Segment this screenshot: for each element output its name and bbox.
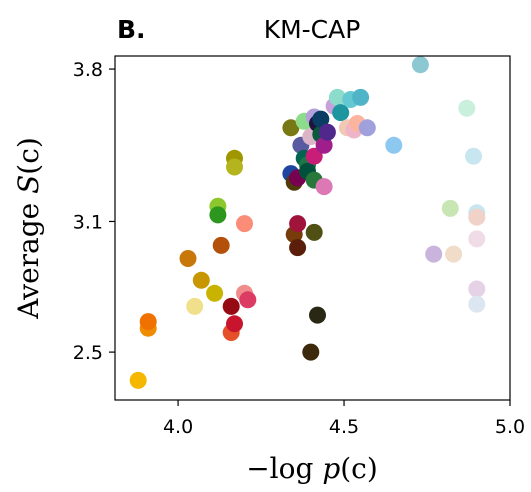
data-point-32 bbox=[305, 223, 323, 241]
panel-label: B. bbox=[117, 15, 146, 44]
data-point-3 bbox=[179, 250, 197, 267]
data-point-55 bbox=[441, 199, 459, 217]
data-point-52 bbox=[385, 136, 403, 154]
x-axis-label-suffix: (c) bbox=[340, 452, 378, 485]
data-point-8 bbox=[209, 206, 227, 224]
data-point-44 bbox=[328, 88, 346, 106]
data-point-51 bbox=[358, 119, 376, 137]
x-axis-ticks: 4.0 4.5 5.0 bbox=[163, 400, 525, 438]
data-point-37 bbox=[309, 306, 326, 324]
x-axis-label-prefix: −log bbox=[246, 452, 322, 485]
data-point-18 bbox=[282, 119, 300, 137]
data-point-4 bbox=[186, 297, 204, 315]
data-point-6 bbox=[206, 284, 224, 302]
data-point-61 bbox=[468, 230, 486, 248]
data-point-15 bbox=[236, 215, 253, 233]
x-axis-label: −log p(c) bbox=[246, 452, 378, 485]
data-point-31 bbox=[302, 343, 320, 361]
y-axis-label-prefix: Average bbox=[12, 194, 45, 320]
data-point-45 bbox=[332, 104, 350, 122]
data-point-56 bbox=[445, 245, 463, 263]
data-point-22 bbox=[289, 215, 307, 233]
data-point-40 bbox=[315, 178, 333, 196]
plot-frame bbox=[114, 55, 511, 401]
y-axis-ticks: 2.5 3.1 3.8 bbox=[73, 59, 115, 364]
data-point-34 bbox=[305, 147, 323, 165]
data-point-9 bbox=[212, 236, 230, 254]
y-tick-label: 2.5 bbox=[73, 342, 103, 364]
data-point-17 bbox=[239, 291, 257, 309]
data-point-62 bbox=[468, 280, 486, 298]
y-axis-label-suffix: (c) bbox=[12, 137, 45, 175]
data-point-12 bbox=[226, 315, 243, 333]
data-point-14 bbox=[226, 158, 243, 176]
data-point-54 bbox=[425, 245, 443, 263]
data-point-5 bbox=[192, 271, 210, 289]
data-point-2 bbox=[139, 313, 157, 331]
data-point-63 bbox=[468, 295, 486, 313]
x-tick-label: 4.0 bbox=[163, 416, 193, 438]
data-point-23 bbox=[289, 239, 307, 257]
x-tick-label: 4.5 bbox=[329, 416, 359, 438]
data-point-57 bbox=[458, 99, 476, 117]
data-point-60 bbox=[468, 208, 486, 226]
data-point-50 bbox=[352, 88, 370, 106]
data-point-10 bbox=[222, 297, 240, 315]
chart-title: KM-CAP bbox=[264, 15, 361, 44]
y-tick-label: 3.8 bbox=[73, 59, 103, 81]
x-tick-label: 5.0 bbox=[495, 416, 525, 438]
x-axis-label-var: p bbox=[322, 452, 340, 485]
y-axis-label-var: S bbox=[12, 175, 45, 194]
y-tick-label: 3.1 bbox=[73, 211, 103, 233]
data-point-53 bbox=[411, 56, 429, 74]
data-point-42 bbox=[318, 123, 336, 141]
data-point-41 bbox=[315, 136, 333, 154]
data-point-39 bbox=[312, 110, 330, 128]
data-point-0 bbox=[129, 371, 147, 389]
points-layer bbox=[129, 56, 486, 389]
y-axis-label: Average S(c) bbox=[12, 137, 45, 320]
data-point-58 bbox=[465, 147, 482, 165]
